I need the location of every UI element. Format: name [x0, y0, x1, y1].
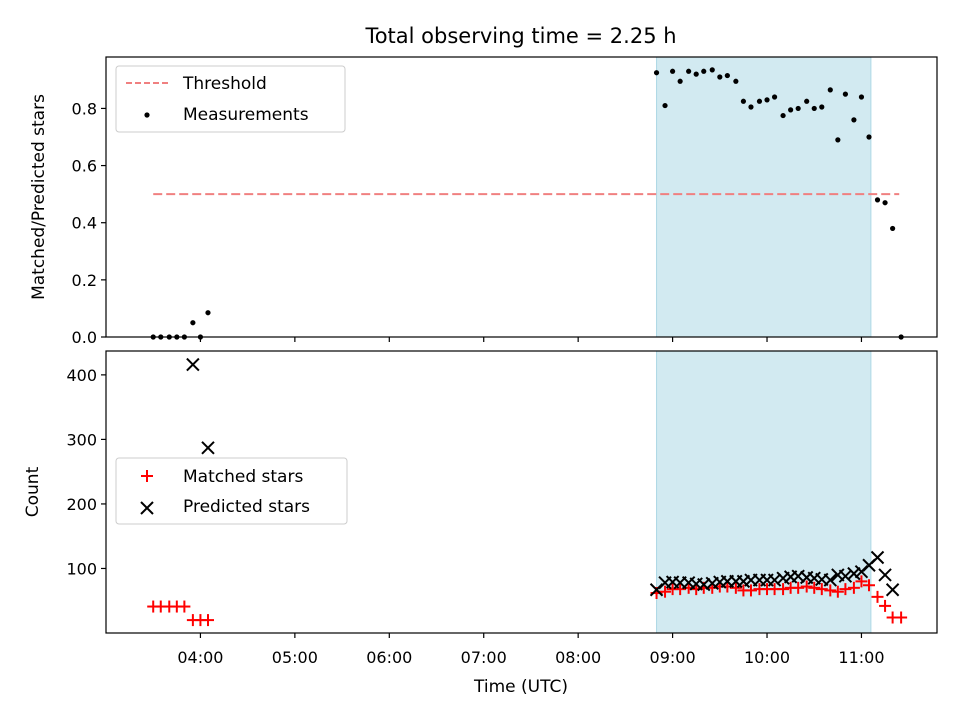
- bottom-legend: Matched stars Predicted stars: [115, 457, 348, 525]
- x-tick-label: 06:00: [366, 648, 412, 667]
- measurement-point: [858, 94, 865, 100]
- predicted-star-point: [201, 441, 215, 455]
- matched-star-point: [729, 581, 742, 594]
- matched-star-point: [777, 583, 790, 596]
- bot-y-tick-label: 300: [66, 430, 97, 449]
- matched-star-point: [815, 583, 828, 596]
- measurement-point: [662, 102, 668, 109]
- matched-star-point: [674, 583, 687, 596]
- measurement-point: [788, 107, 794, 113]
- measurement-point: [771, 94, 778, 100]
- measurement-point: [890, 225, 896, 232]
- x-tick-label: 04:00: [177, 648, 223, 667]
- chart-title: Total observing time = 2.25 h: [364, 24, 676, 48]
- predicted-star-point: [847, 566, 861, 581]
- matched-star-point: [659, 585, 672, 598]
- measurement-point: [701, 68, 707, 74]
- predicted-star-point: [878, 568, 892, 582]
- measurement-point: [733, 78, 739, 84]
- top-y-tick-label: 0.6: [72, 157, 97, 176]
- matched-star-point: [863, 579, 876, 592]
- bot-y-tick-label: 100: [66, 559, 97, 578]
- measurement-point: [827, 87, 833, 93]
- legend-predicted-swatch: [140, 501, 154, 515]
- top-y-tick-label: 0.8: [72, 99, 97, 118]
- x-tick-label: 09:00: [650, 648, 696, 667]
- measurement-point: [874, 197, 881, 203]
- top-y-axis-label: Matched/Predicted stars: [29, 94, 49, 300]
- measurement-point: [653, 70, 660, 76]
- predicted-star-point: [838, 569, 853, 583]
- bot-y-tick-label: 200: [66, 495, 97, 514]
- top-legend: Threshold Measurements: [115, 65, 346, 133]
- predicted-star-point: [767, 573, 782, 587]
- matched-star-point: [895, 611, 908, 624]
- measurement-point: [780, 112, 786, 119]
- measurement-point: [851, 117, 857, 123]
- bot-y-tick-label: 400: [66, 366, 97, 385]
- measurement-point: [764, 97, 770, 103]
- predicted-star-point: [870, 550, 885, 565]
- matched-star-point: [808, 581, 821, 594]
- measurement-point: [686, 68, 692, 74]
- matched-star-point: [871, 590, 884, 603]
- measurement-point: [795, 105, 801, 112]
- measurement-point: [669, 68, 676, 74]
- x-tick-label: 10:00: [744, 648, 790, 667]
- measurement-point: [740, 98, 747, 104]
- measurement-point: [842, 91, 849, 97]
- predicted-star-point: [186, 357, 200, 372]
- top-y-tick-label: 0.0: [72, 328, 97, 347]
- x-tick-label: 05:00: [272, 648, 318, 667]
- measurement-point: [709, 67, 715, 73]
- legend-predicted-label: Predicted stars: [183, 497, 310, 517]
- legend-threshold-label: Threshold: [182, 74, 267, 94]
- matched-star-point: [178, 600, 191, 613]
- legend-measurements-label: Measurements: [183, 105, 309, 125]
- measurement-point: [819, 104, 825, 110]
- legend-measurements-swatch: [144, 112, 150, 118]
- measurement-point: [866, 134, 872, 140]
- matched-star-point: [855, 575, 868, 588]
- measurement-point: [693, 71, 699, 77]
- top-panel: 0.00.20.40.60.8 Matched/Predicted stars …: [29, 56, 938, 347]
- measurement-point: [804, 98, 810, 104]
- matched-star-point: [792, 581, 805, 594]
- bottom-panel-frame: [105, 350, 938, 634]
- measurement-point: [724, 72, 730, 79]
- predicted-star-point: [823, 573, 837, 587]
- measurement-point: [835, 137, 841, 143]
- measurement-point: [811, 105, 817, 112]
- legend-matched-label: Matched stars: [183, 467, 303, 487]
- top-shaded-interval: [656, 56, 872, 338]
- predicted-star-point: [885, 583, 900, 597]
- measurement-point: [717, 74, 723, 80]
- matched-star-point: [839, 583, 852, 596]
- x-tick-label: 08:00: [555, 648, 601, 667]
- matched-star-point: [847, 581, 860, 594]
- top-y-tick-label: 0.2: [72, 271, 97, 290]
- matched-star-point: [831, 585, 844, 598]
- x-tick-label: 07:00: [461, 648, 507, 667]
- bottom-panel: 100 200 300 400 04:00 05:00 06:00 07:00 08:00 09…: [23, 350, 938, 667]
- x-axis-label: Time (UTC): [473, 677, 568, 697]
- matched-star-point: [201, 614, 214, 627]
- x-tick-label: 11:00: [838, 648, 884, 667]
- measurement-point: [756, 98, 763, 104]
- matched-star-point: [744, 584, 757, 597]
- measurement-point: [882, 200, 888, 206]
- measurement-point: [205, 310, 211, 316]
- matched-star-point: [824, 584, 837, 597]
- measurement-point: [190, 320, 196, 326]
- measurement-point: [748, 104, 754, 110]
- legend-matched-swatch: [141, 470, 153, 482]
- matched-star-point: [800, 580, 813, 593]
- bottom-y-axis-label: Count: [23, 466, 43, 517]
- matched-star-point: [879, 599, 892, 612]
- top-y-tick-label: 0.4: [72, 214, 97, 233]
- measurement-point: [677, 78, 683, 84]
- top-panel-frame: [105, 56, 938, 338]
